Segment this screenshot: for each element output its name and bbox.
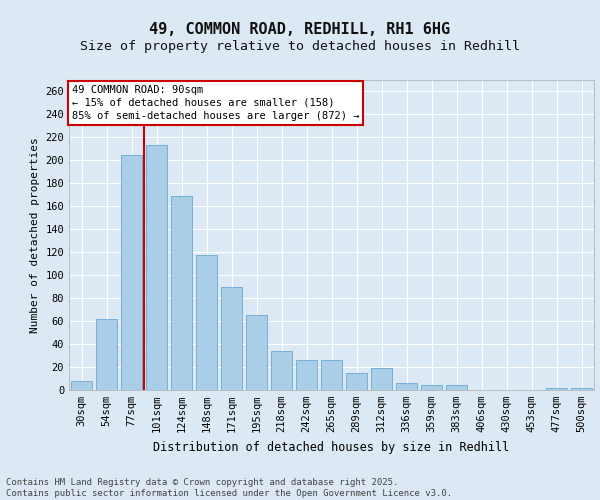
Bar bbox=[246, 316, 267, 390]
Bar bbox=[296, 360, 317, 390]
Bar bbox=[121, 154, 142, 390]
Bar bbox=[71, 381, 92, 390]
Bar bbox=[271, 351, 292, 390]
Y-axis label: Number of detached properties: Number of detached properties bbox=[30, 137, 40, 333]
Text: 49 COMMON ROAD: 90sqm
← 15% of detached houses are smaller (158)
85% of semi-det: 49 COMMON ROAD: 90sqm ← 15% of detached … bbox=[71, 84, 359, 121]
Bar bbox=[421, 386, 442, 390]
Text: 49, COMMON ROAD, REDHILL, RH1 6HG: 49, COMMON ROAD, REDHILL, RH1 6HG bbox=[149, 22, 451, 38]
Bar bbox=[146, 146, 167, 390]
Bar bbox=[221, 286, 242, 390]
Bar bbox=[196, 254, 217, 390]
Bar bbox=[371, 368, 392, 390]
Bar bbox=[96, 319, 117, 390]
Text: Contains HM Land Registry data © Crown copyright and database right 2025.
Contai: Contains HM Land Registry data © Crown c… bbox=[6, 478, 452, 498]
Bar bbox=[571, 388, 592, 390]
Bar bbox=[321, 360, 342, 390]
Bar bbox=[171, 196, 192, 390]
X-axis label: Distribution of detached houses by size in Redhill: Distribution of detached houses by size … bbox=[154, 440, 509, 454]
Text: Size of property relative to detached houses in Redhill: Size of property relative to detached ho… bbox=[80, 40, 520, 53]
Bar bbox=[396, 383, 417, 390]
Bar bbox=[546, 388, 567, 390]
Bar bbox=[446, 386, 467, 390]
Bar bbox=[346, 373, 367, 390]
